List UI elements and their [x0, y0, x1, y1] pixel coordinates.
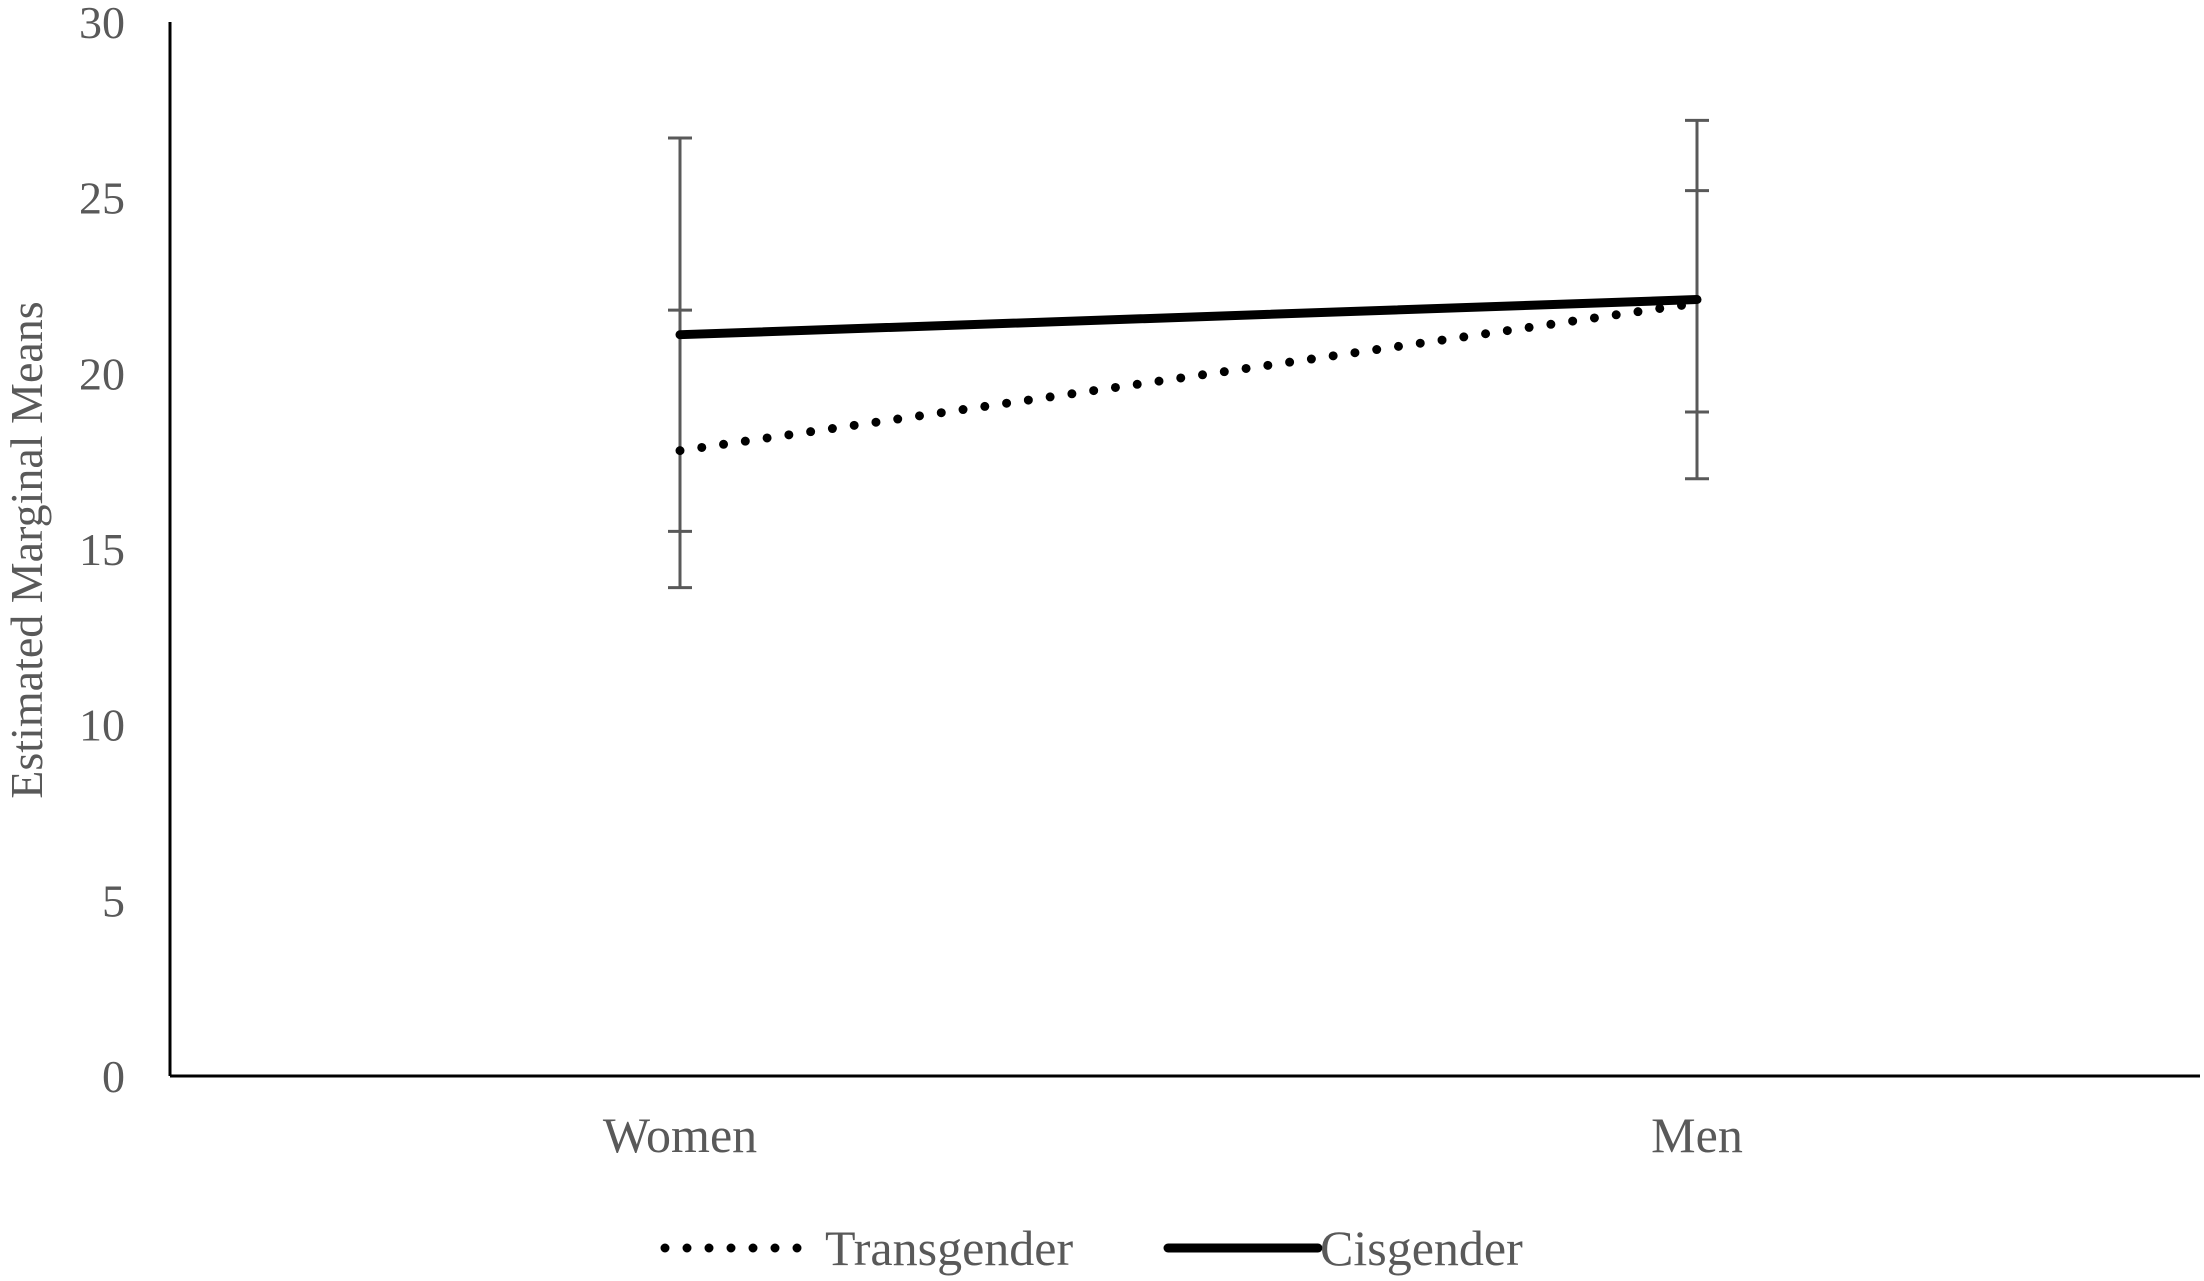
- legend-label: Cisgender: [1320, 1220, 1523, 1276]
- axes: [168, 22, 2200, 1078]
- legend-item-cisgender: Cisgender: [1163, 1220, 1523, 1276]
- x-tick-labels: Women Men: [603, 1107, 1743, 1163]
- y-tick-label: 5: [102, 875, 125, 926]
- y-tick-labels: 0 5 10 15 20 25 30: [79, 0, 125, 1102]
- y-tick-label: 10: [79, 700, 125, 751]
- y-axis-title: Estimated Marginal Means: [1, 301, 52, 798]
- series-line-transgender: [675, 298, 1702, 456]
- legend-label: Transgender: [825, 1220, 1073, 1276]
- y-tick-label: 20: [79, 348, 125, 399]
- error-bars: [668, 118, 1709, 590]
- series-lines: [675, 295, 1702, 456]
- y-tick-label: 25: [79, 173, 125, 224]
- error-bar: [668, 308, 692, 533]
- series-line-cisgender: [675, 295, 1702, 340]
- y-tick-label: 0: [102, 1051, 125, 1102]
- x-tick-label: Women: [603, 1107, 757, 1163]
- legend: Transgender Cisgender: [660, 1220, 1523, 1276]
- x-tick-label: Men: [1651, 1107, 1743, 1163]
- y-tick-label: 30: [79, 0, 125, 48]
- legend-item-transgender: Transgender: [660, 1220, 1073, 1276]
- y-tick-label: 15: [79, 524, 125, 575]
